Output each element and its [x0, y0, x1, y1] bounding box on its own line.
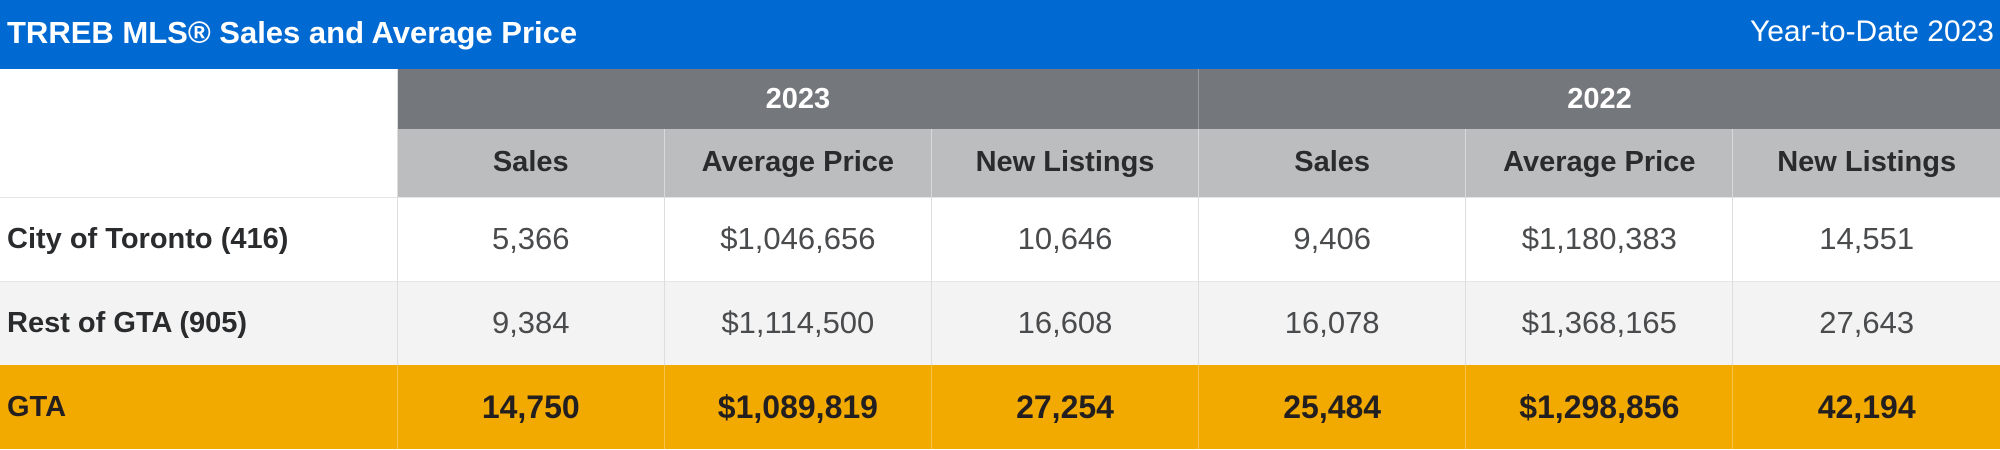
table-cell: $1,368,165 — [1465, 280, 1733, 365]
table-row-rest-of-gta: Rest of GTA (905) 9,384 $1,114,500 16,60… — [0, 280, 2000, 365]
table-cell: 9,384 — [396, 280, 665, 365]
table-title: TRREB MLS® Sales and Average Price — [7, 15, 578, 50]
table-cell: 16,608 — [930, 280, 1199, 365]
table-cell: 27,254 — [930, 365, 1199, 449]
table-cell: 16,078 — [1198, 280, 1466, 365]
year-header-2022: 2022 — [1198, 69, 2000, 129]
table-cell: 10,646 — [930, 196, 1199, 281]
period-label: Year-to-Date 2023 — [1749, 15, 1994, 48]
table-cell: 25,484 — [1198, 365, 1466, 449]
column-header-new-listings: New Listings — [1732, 129, 2000, 197]
table-cell: $1,180,383 — [1465, 196, 1733, 281]
table-cell: 14,750 — [396, 365, 665, 449]
corner-cell — [0, 69, 398, 197]
table-cell: 14,551 — [1732, 196, 2000, 281]
table-row-city-of-toronto: City of Toronto (416) 5,366 $1,046,656 1… — [0, 196, 2000, 281]
column-header-new-listings: New Listings — [930, 129, 1199, 197]
column-header-row: Sales Average Price New Listings Sales A… — [0, 129, 2000, 197]
row-label: Rest of GTA (905) — [0, 280, 398, 365]
table-cell: $1,089,819 — [663, 365, 932, 449]
table-cell: $1,298,856 — [1465, 365, 1733, 449]
table-cell: $1,114,500 — [663, 280, 932, 365]
table-cell: $1,046,656 — [663, 196, 932, 281]
table-row-gta-total: GTA 14,750 $1,089,819 27,254 25,484 $1,2… — [0, 365, 2000, 449]
column-header-sales: Sales — [396, 129, 665, 197]
title-bar: TRREB MLS® Sales and Average Price Year-… — [0, 0, 2000, 69]
year-header-2023: 2023 — [396, 69, 1199, 129]
sales-price-table: 2023 2022 Sales Average Price New Listin… — [0, 69, 2000, 449]
row-label: City of Toronto (416) — [0, 196, 398, 281]
table-cell: 27,643 — [1732, 280, 2000, 365]
table-cell: 5,366 — [396, 196, 665, 281]
table-cell: 9,406 — [1198, 196, 1466, 281]
year-header-row: 2023 2022 — [0, 69, 2000, 197]
column-header-average-price: Average Price — [663, 129, 932, 197]
column-header-average-price: Average Price — [1465, 129, 1733, 197]
row-label: GTA — [0, 365, 398, 449]
column-header-sales: Sales — [1198, 129, 1466, 197]
table-cell: 42,194 — [1732, 365, 2000, 449]
